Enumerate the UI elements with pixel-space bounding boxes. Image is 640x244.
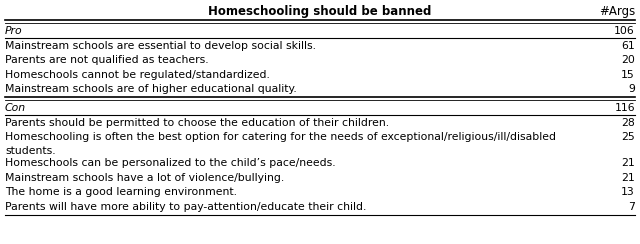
Text: 13: 13 — [621, 187, 635, 197]
Text: 21: 21 — [621, 173, 635, 183]
Text: Con: Con — [5, 103, 26, 113]
Text: Parents will have more ability to pay-attention/educate their child.: Parents will have more ability to pay-at… — [5, 202, 366, 212]
Text: 116: 116 — [614, 103, 635, 113]
Text: Homeschools can be personalized to the child’s pace/needs.: Homeschools can be personalized to the c… — [5, 158, 335, 168]
Text: students.: students. — [5, 146, 56, 156]
Text: 28: 28 — [621, 118, 635, 128]
Text: Mainstream schools are of higher educational quality.: Mainstream schools are of higher educati… — [5, 84, 297, 94]
Text: Mainstream schools are essential to develop social skills.: Mainstream schools are essential to deve… — [5, 41, 316, 51]
Text: The home is a good learning environment.: The home is a good learning environment. — [5, 187, 237, 197]
Text: #Args: #Args — [599, 4, 635, 18]
Text: 61: 61 — [621, 41, 635, 51]
Text: Homeschooling should be banned: Homeschooling should be banned — [208, 4, 432, 18]
Text: Parents should be permitted to choose the education of their children.: Parents should be permitted to choose th… — [5, 118, 389, 128]
Text: 7: 7 — [628, 202, 635, 212]
Text: 20: 20 — [621, 55, 635, 65]
Text: Homeschools cannot be regulated/standardized.: Homeschools cannot be regulated/standard… — [5, 70, 270, 80]
Text: 9: 9 — [628, 84, 635, 94]
Text: Pro: Pro — [5, 27, 22, 36]
Text: 21: 21 — [621, 158, 635, 168]
Text: Parents are not qualified as teachers.: Parents are not qualified as teachers. — [5, 55, 209, 65]
Text: Homeschooling is often the best option for catering for the needs of exceptional: Homeschooling is often the best option f… — [5, 132, 556, 142]
Text: 106: 106 — [614, 27, 635, 36]
Text: Mainstream schools have a lot of violence/bullying.: Mainstream schools have a lot of violenc… — [5, 173, 284, 183]
Text: 15: 15 — [621, 70, 635, 80]
Text: 25: 25 — [621, 132, 635, 142]
